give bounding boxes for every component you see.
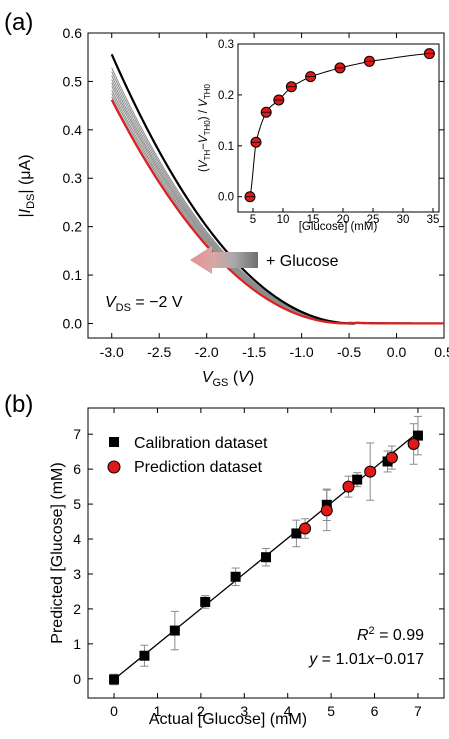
x-tick-label: -0.5 [337, 344, 361, 360]
y-tick-label: 2 [73, 601, 81, 617]
legend-calibration-label: Calibration dataset [134, 435, 268, 452]
x-tick-label: -2.0 [195, 344, 219, 360]
x-tick-label: 7 [414, 703, 422, 719]
x-tick-label: -1.5 [242, 344, 266, 360]
calibration-point [352, 474, 363, 485]
x-tick-label: 0 [110, 703, 118, 719]
calibration-point [291, 528, 302, 539]
calibration-point [139, 650, 150, 661]
panel-a: (a) -3.0 -2.5 -2.0 -1.5 -1.0 -0.5 0.0 0.5 0.0 0.1… [4, 9, 449, 389]
legend: Calibration dataset Prediction dataset [107, 435, 268, 476]
legend-prediction-marker [107, 460, 121, 474]
y-tick-label: 0.5 [63, 73, 83, 89]
panel-a-xlabel: VGS (V) [202, 369, 254, 389]
prediction-point [364, 465, 377, 478]
calibration-point [109, 674, 120, 685]
y-tick-label: 6 [73, 461, 81, 477]
x-tick-label: -3.0 [100, 344, 124, 360]
y-tick-label: 0.4 [63, 122, 83, 138]
x-tick-label: 3 [240, 703, 248, 719]
y-tick-label: 7 [73, 426, 81, 442]
panel-b-ticks: 0 1 2 3 4 5 6 7 0 1 2 3 4 5 6 7 [73, 408, 444, 719]
panel-a-curves [110, 53, 444, 325]
prediction-point [407, 437, 420, 450]
inset-y-tick-label: 0.3 [218, 39, 234, 51]
inset-y-tick-label: 0.0 [218, 192, 234, 204]
panel-b-ylabel: Predicted [Glucose] (mM) [49, 462, 66, 643]
calibration-point [169, 625, 180, 636]
glucose-annotation: + Glucose [266, 253, 339, 270]
y-tick-label: 0.2 [63, 219, 83, 235]
prediction-point [299, 522, 312, 535]
x-tick-label: 0.0 [387, 344, 407, 360]
x-tick-label: 0.5 [434, 344, 449, 360]
inset-x-tick-label: 5 [250, 214, 256, 226]
panel-b-xlabel: Actual [Glucose] (mM) [149, 711, 307, 728]
inset-ticks: 5 10 15 20 25 30 35 0.0 0.1 0.2 0.3 [218, 39, 439, 226]
x-tick-label: -2.5 [147, 344, 171, 360]
calibration-point [230, 571, 241, 582]
prediction-point [385, 451, 398, 464]
inset-xlabel: [Glucose] (mM) [299, 221, 378, 233]
inset-y-tick-label: 0.2 [218, 90, 234, 102]
transfer-curve-final [110, 99, 444, 325]
inset-points [244, 48, 435, 203]
x-tick-label: 5 [327, 703, 335, 719]
legend-calibration-marker [109, 437, 119, 447]
inset-x-tick-label: 15 [307, 214, 320, 226]
x-tick-label: 6 [371, 703, 379, 719]
y-tick-label: 0 [73, 671, 81, 687]
calibration-point [261, 552, 271, 563]
inset-x-tick-label: 30 [397, 214, 410, 226]
inset-x-tick-label: 10 [277, 214, 290, 226]
legend-prediction-label: Prediction dataset [134, 459, 263, 476]
y-tick-label: 0.1 [63, 267, 83, 283]
calibration-point [200, 596, 211, 607]
panel-b-frame [87, 407, 445, 699]
prediction-point [320, 504, 333, 517]
inset-chart: 5 10 15 20 25 30 35 0.0 0.1 0.2 0.3 [Glucose] (mM)… [198, 39, 440, 233]
x-tick-label: 2 [197, 703, 205, 719]
vds-annotation: VDS = −2 V [105, 294, 183, 314]
x-tick-label: -1.0 [290, 344, 314, 360]
panel-a-label: (a) [4, 9, 33, 36]
prediction-point [342, 480, 355, 493]
panel-a-frame [87, 32, 445, 339]
panel-a-ticks: -3.0 -2.5 -2.0 -1.5 -1.0 -0.5 0.0 0.5 0.0 0.1 0.2 0… [63, 25, 449, 360]
panel-b-points [109, 415, 423, 686]
y-tick-label: 0.0 [63, 315, 83, 331]
glucose-arrow-icon [190, 246, 258, 274]
r-squared-text: R2 = 0.99 [357, 625, 424, 644]
x-tick-label: 1 [154, 703, 162, 719]
y-tick-label: 1 [73, 636, 81, 652]
panel-b: (b) 0 1 2 3 4 5 6 7 0 1 2 3 4 5 6 7 Calibration dataset… [4, 391, 445, 728]
panel-b-label: (b) [4, 391, 33, 418]
inset-x-tick-label: 35 [427, 214, 440, 226]
calibration-point [412, 430, 423, 441]
panel-a-ylabel: |IDS| (μA) [17, 154, 37, 217]
x-tick-label: 4 [284, 703, 292, 719]
y-tick-label: 0.3 [63, 170, 83, 186]
y-tick-label: 5 [73, 496, 81, 512]
y-tick-label: 3 [73, 566, 81, 582]
inset-x-tick-label: 25 [367, 214, 380, 226]
y-tick-label: 0.6 [63, 25, 83, 41]
inset-ylabel: (VTH−VTH0) / VTH0 [198, 84, 212, 172]
inset-x-tick-label: 20 [337, 214, 350, 226]
inset-y-tick-label: 0.1 [218, 141, 234, 153]
fit-equation-text: y = 1.01x−0.017 [308, 651, 424, 668]
y-tick-label: 4 [73, 531, 81, 547]
